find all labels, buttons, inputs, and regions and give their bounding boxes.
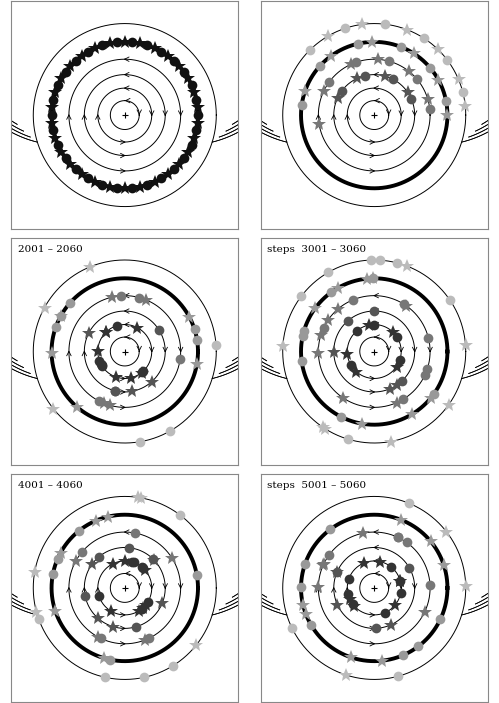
Text: steps  5001 – 5060: steps 5001 – 5060 [267,481,366,490]
Text: 4001 – 4060: 4001 – 4060 [18,481,83,490]
Text: 2001 – 2060: 2001 – 2060 [18,245,83,254]
Text: steps  3001 – 3060: steps 3001 – 3060 [267,245,366,254]
